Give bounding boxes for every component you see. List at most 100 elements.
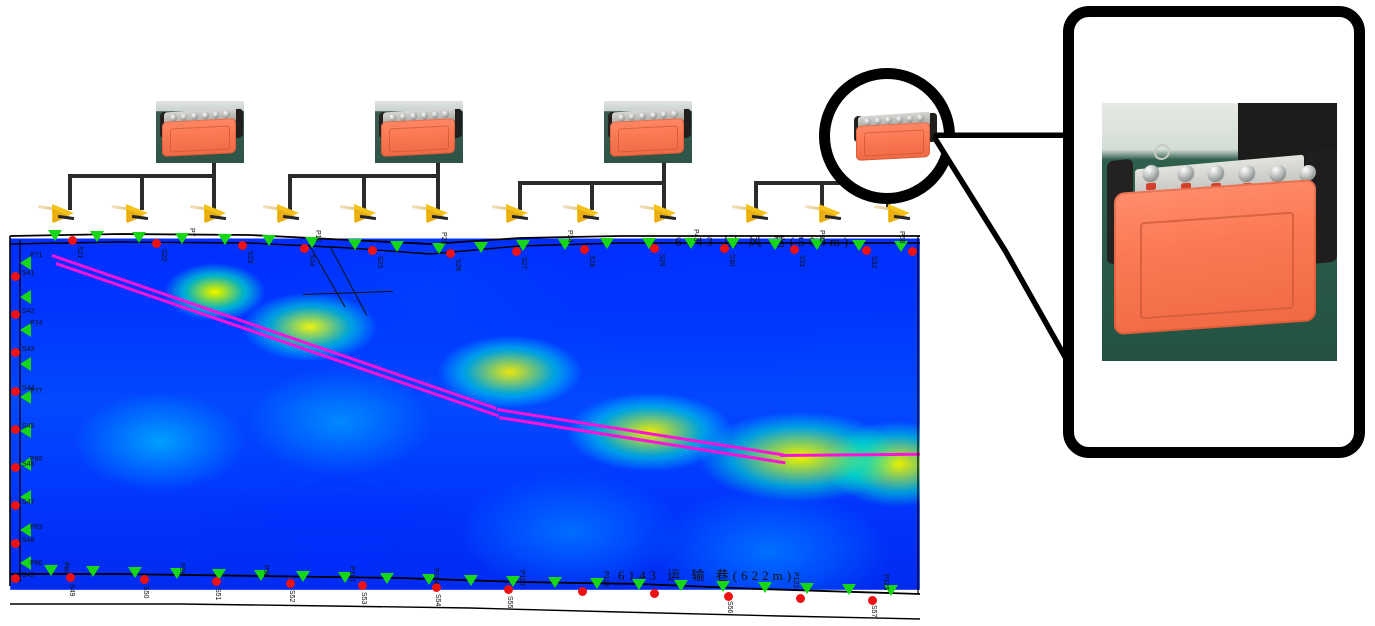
- acquisition-layout: [0, 0, 960, 240]
- receiver-marker: [338, 572, 352, 583]
- shot-point: [720, 244, 729, 253]
- cable-drop-2a: [288, 174, 292, 210]
- marker-label: S27: [520, 257, 527, 270]
- shot-point: [908, 247, 917, 256]
- receiver-marker: [20, 390, 31, 404]
- cable-drop-2c: [436, 163, 440, 210]
- cable-drop-4a: [754, 181, 758, 210]
- geophone-5[interactable]: [339, 200, 384, 226]
- receiver-marker: [684, 238, 698, 249]
- marker-label: S49: [22, 572, 35, 579]
- receiver-marker: [716, 581, 730, 592]
- marker-label: P58: [898, 231, 905, 244]
- receiver-marker: [674, 580, 688, 591]
- receiver-marker: [20, 256, 31, 270]
- shot-point: [152, 239, 161, 248]
- receiver-marker: [20, 323, 31, 337]
- marker-label: P98: [262, 565, 269, 578]
- receiver-marker: [506, 576, 520, 587]
- device-photo: [156, 101, 244, 163]
- receiver-marker: [128, 567, 142, 578]
- marker-label: P107: [518, 570, 525, 587]
- marker-label: P125: [882, 574, 889, 591]
- shot-point: [140, 575, 149, 584]
- marker-label: P86: [30, 560, 43, 567]
- marker-label: S31: [798, 255, 805, 268]
- receiver-marker: [20, 424, 31, 438]
- receiver-marker: [348, 239, 362, 250]
- receiver-marker: [380, 573, 394, 584]
- shot-point: [11, 310, 20, 319]
- geophone-4[interactable]: [262, 200, 307, 226]
- seismograph-unit-2[interactable]: [375, 101, 463, 163]
- receiver-marker: [20, 357, 31, 371]
- geophone-11[interactable]: [804, 200, 849, 226]
- cable-drop-1b: [140, 174, 144, 210]
- marker-label: P77: [30, 388, 43, 395]
- geophone-7[interactable]: [491, 200, 536, 226]
- geophone-3[interactable]: [189, 200, 234, 226]
- marker-label: P43: [692, 229, 699, 242]
- shot-point: [66, 573, 75, 582]
- seismic-tomography-map: CF1 CF2 CF3 CF4 CF5 CF6 6143 工 作 面 6143 …: [10, 232, 920, 590]
- roadway-outlines: [9, 233, 921, 620]
- transport-roadway-label: 6143 运 输 巷(622m): [618, 568, 796, 583]
- geophone-9[interactable]: [639, 200, 684, 226]
- shot-point: [11, 272, 20, 281]
- geophone-2[interactable]: [111, 200, 156, 226]
- velocity-heatmap: [10, 232, 920, 590]
- marker-label: P101: [348, 566, 355, 583]
- shot-point: [212, 577, 221, 586]
- receiver-marker: [464, 575, 478, 586]
- receiver-marker: [132, 232, 146, 243]
- receiver-marker: [262, 235, 276, 246]
- receiver-marker: [842, 584, 856, 595]
- marker-label: S26: [454, 259, 461, 272]
- marker-label: S51: [214, 588, 221, 601]
- receiver-marker: [758, 582, 772, 593]
- marker-label: S57: [870, 605, 877, 618]
- marker-label: P104: [432, 568, 439, 585]
- receiver-marker: [768, 239, 782, 250]
- geophone-8[interactable]: [562, 200, 607, 226]
- shot-point: [11, 348, 20, 357]
- survey-markers: S21 S22 S23 S24 S25 S26 S27 S28 S29 S30 …: [11, 228, 917, 618]
- shot-point: [724, 592, 733, 601]
- receiver-marker: [632, 579, 646, 590]
- marker-label: P83: [30, 524, 43, 531]
- geophone-6[interactable]: [411, 200, 456, 226]
- shot-point: [446, 249, 455, 258]
- shot-point: [11, 425, 20, 434]
- receiver-marker: [296, 571, 310, 582]
- marker-label: S47: [22, 499, 35, 506]
- geophone-10[interactable]: [731, 200, 776, 226]
- marker-label: S25: [376, 256, 383, 269]
- device-photo: [375, 101, 463, 163]
- shot-point: [796, 594, 805, 603]
- shot-point: [580, 245, 589, 254]
- shot-point: [790, 245, 799, 254]
- geophone-1[interactable]: [37, 200, 82, 226]
- marker-label: S24: [308, 254, 315, 267]
- cable-drop-1a: [68, 174, 72, 210]
- receiver-marker: [474, 242, 488, 253]
- marker-label: S41: [22, 270, 35, 277]
- return-airway-label: 6143 回 风 巷(500m): [675, 234, 853, 249]
- shot-point: [11, 501, 20, 510]
- marker-label: S49: [68, 584, 75, 597]
- seismograph-unit-3[interactable]: [604, 101, 692, 163]
- seismograph-unit-1[interactable]: [156, 101, 244, 163]
- receiver-marker: [218, 234, 232, 245]
- shot-point: [868, 596, 877, 605]
- receiver-marker: [254, 570, 268, 581]
- marker-label: P16: [314, 230, 321, 243]
- shot-point: [358, 581, 367, 590]
- cable-drop-3a: [518, 181, 522, 210]
- receiver-marker: [305, 237, 319, 248]
- receiver-marker: [548, 577, 562, 588]
- shot-point: [650, 244, 659, 253]
- receiver-marker: [590, 578, 604, 589]
- geophone-12[interactable]: [873, 200, 918, 226]
- shot-point: [368, 246, 377, 255]
